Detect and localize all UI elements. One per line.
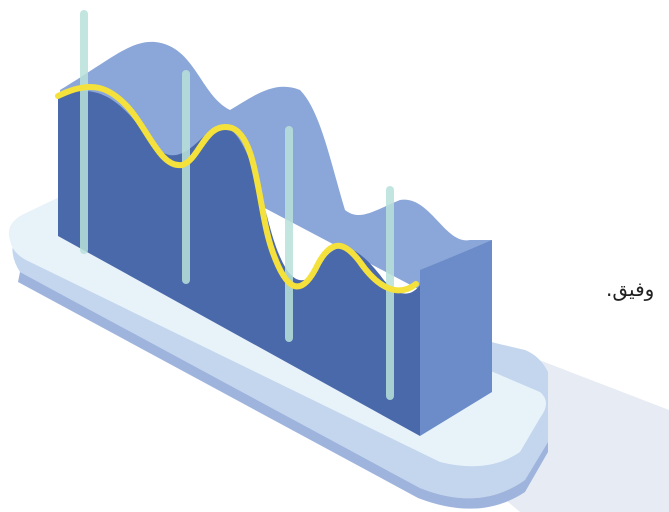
chart-panel-front: [58, 90, 420, 437]
chart-panel-top: [60, 41, 492, 290]
trend-line: [55, 83, 419, 294]
chart-panel-side: [420, 240, 492, 436]
partial-text: وفيق.: [606, 277, 655, 301]
grid-poles: [80, 10, 394, 400]
